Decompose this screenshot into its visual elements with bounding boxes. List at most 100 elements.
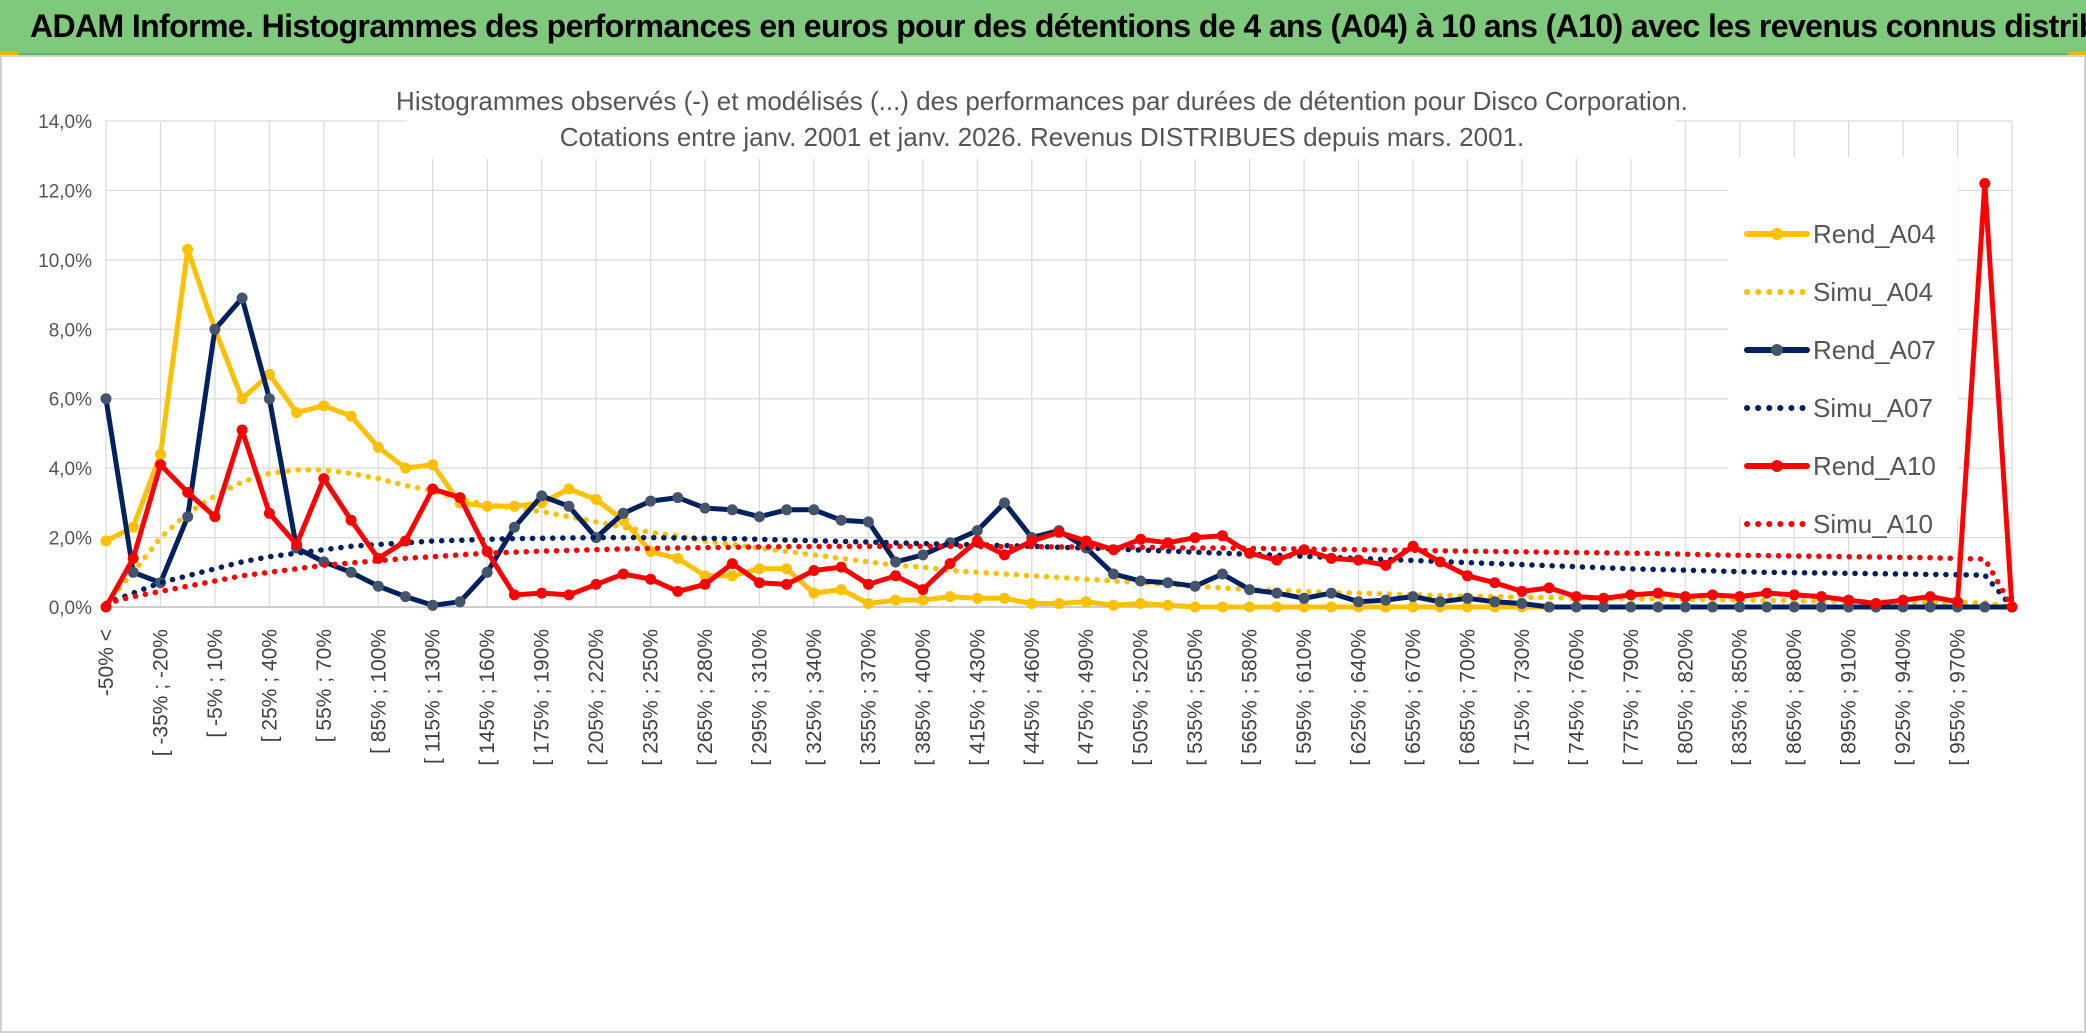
x-tick-label: [ 415% ; 430% — [966, 629, 989, 766]
data-point-rend-a04 — [155, 448, 166, 460]
data-point-rend-a10 — [1979, 178, 1991, 189]
data-point-rend-a10 — [1080, 535, 1092, 547]
legend-box — [1728, 157, 1958, 517]
y-tick-label: 6,0% — [49, 390, 92, 411]
x-tick-label: [ 295% ; 310% — [748, 629, 771, 766]
data-point-rend-a07 — [563, 500, 575, 512]
data-point-rend-a10 — [182, 486, 194, 498]
x-tick-label: [ 865% ; 880% — [1783, 629, 1806, 766]
data-point-rend-a07 — [971, 525, 983, 537]
data-point-rend-a07 — [1679, 601, 1691, 613]
data-point-rend-a10 — [917, 584, 929, 596]
data-point-rend-a04 — [127, 521, 139, 533]
data-point-rend-a07 — [1652, 601, 1664, 613]
y-tick-label: 2,0% — [49, 529, 92, 550]
x-tick-label: [ 475% ; 490% — [1075, 629, 1098, 766]
data-point-rend-a10 — [1434, 556, 1446, 568]
chart-title: Histogrammes observés (-) et modélisés (… — [396, 86, 1688, 116]
data-point-rend-a07 — [263, 393, 275, 405]
data-point-rend-a07 — [1543, 601, 1555, 613]
data-point-rend-a04 — [1053, 598, 1065, 609]
x-tick-label: [ 715% ; 730% — [1511, 629, 1534, 766]
data-point-rend-a04 — [1162, 599, 1174, 611]
data-point-rend-a10 — [781, 578, 793, 590]
x-tick-label: [ 85% ; 100% — [367, 629, 390, 754]
data-point-rend-a10 — [1162, 537, 1174, 549]
y-tick-label: 0,0% — [49, 598, 92, 619]
data-point-rend-a07 — [1244, 584, 1256, 596]
data-point-rend-a07 — [754, 511, 765, 523]
data-point-rend-a10 — [971, 535, 983, 547]
data-point-rend-a10 — [345, 514, 357, 526]
data-point-rend-a07 — [781, 504, 793, 516]
data-point-rend-a04 — [808, 587, 820, 599]
data-point-rend-a10 — [1325, 552, 1337, 564]
series-line-simu-a04 — [103, 467, 2015, 610]
data-point-rend-a04 — [182, 243, 194, 255]
x-tick-label: [ 775% ; 790% — [1620, 629, 1643, 766]
data-point-rend-a04 — [1135, 598, 1147, 609]
x-tick-label: [ 535% ; 550% — [1184, 629, 1207, 766]
data-point-rend-a07 — [481, 566, 493, 578]
data-point-rend-a07 — [1407, 591, 1419, 603]
series-lines — [100, 178, 2018, 613]
x-tick-label: [ 55% ; 70% — [313, 629, 336, 742]
data-point-rend-a04 — [754, 563, 765, 575]
x-axis: -50% < [ -35% ; -20% [ -5% ; 10% [ 25% ; 40… — [95, 606, 2012, 766]
data-point-rend-a04 — [318, 400, 330, 412]
data-point-rend-a10 — [318, 473, 330, 485]
x-tick-label: [ 265% ; 280% — [694, 629, 717, 766]
data-point-rend-a10 — [890, 570, 902, 582]
data-point-rend-a07 — [1271, 587, 1283, 599]
data-point-rend-a10 — [155, 459, 166, 471]
y-tick-label: 4,0% — [49, 459, 92, 480]
data-point-rend-a07 — [917, 549, 929, 561]
data-point-rend-a10 — [1679, 591, 1691, 603]
data-point-rend-a04 — [1026, 598, 1038, 609]
data-point-rend-a10 — [1380, 559, 1392, 571]
data-point-rend-a07 — [1325, 587, 1337, 599]
data-point-rend-a10 — [1353, 554, 1364, 566]
data-point-rend-a04 — [672, 552, 684, 564]
data-point-rend-a10 — [400, 535, 411, 547]
data-point-rend-a10 — [999, 549, 1010, 561]
x-tick-label: [ 235% ; 250% — [640, 629, 663, 766]
data-point-rend-a07 — [345, 566, 357, 578]
data-point-rend-a10 — [699, 578, 711, 590]
legend-label-simu-a04: Simu_A04 — [1813, 277, 1933, 307]
data-point-rend-a07 — [1298, 592, 1310, 604]
data-point-rend-a04 — [944, 591, 956, 603]
data-point-rend-a07 — [427, 599, 439, 611]
data-point-rend-a04 — [291, 407, 303, 419]
data-point-rend-a07 — [1570, 601, 1582, 613]
legend-marker-rend-a07 — [1771, 344, 1783, 356]
data-point-rend-a10 — [1516, 585, 1528, 597]
x-tick-label: [ 115% ; 130% — [422, 629, 445, 764]
data-point-rend-a04 — [590, 493, 602, 505]
x-tick-label: [ 355% ; 370% — [857, 629, 880, 766]
data-point-rend-a10 — [1952, 596, 1963, 608]
data-point-rend-a07 — [726, 504, 738, 516]
x-tick-label: [ 175% ; 190% — [531, 629, 554, 766]
data-point-rend-a07 — [1216, 568, 1228, 580]
data-point-rend-a04 — [563, 483, 575, 495]
data-point-rend-a07 — [1189, 580, 1201, 592]
data-point-rend-a04 — [862, 598, 874, 609]
data-point-rend-a07 — [1489, 596, 1501, 608]
data-point-rend-a04 — [1271, 601, 1283, 613]
data-point-rend-a10 — [1271, 554, 1283, 566]
data-point-rend-a07 — [1788, 601, 1800, 613]
chart-titles: Histogrammes observés (-) et modélisés (… — [396, 79, 1688, 159]
data-point-rend-a07 — [372, 580, 384, 592]
x-tick-label: [ 595% ; 610% — [1293, 629, 1316, 766]
data-point-rend-a07 — [1461, 592, 1473, 604]
data-point-rend-a07 — [1979, 601, 1991, 613]
data-point-rend-a10 — [835, 561, 847, 573]
data-point-rend-a10 — [1924, 591, 1936, 603]
data-point-rend-a07 — [862, 516, 874, 528]
data-point-rend-a04 — [781, 563, 793, 575]
data-point-rend-a07 — [1707, 601, 1718, 613]
x-tick-label: [ 625% ; 640% — [1348, 629, 1371, 766]
y-tick-label: 14,0% — [38, 112, 92, 133]
x-tick-label: [ 895% ; 910% — [1838, 629, 1861, 766]
